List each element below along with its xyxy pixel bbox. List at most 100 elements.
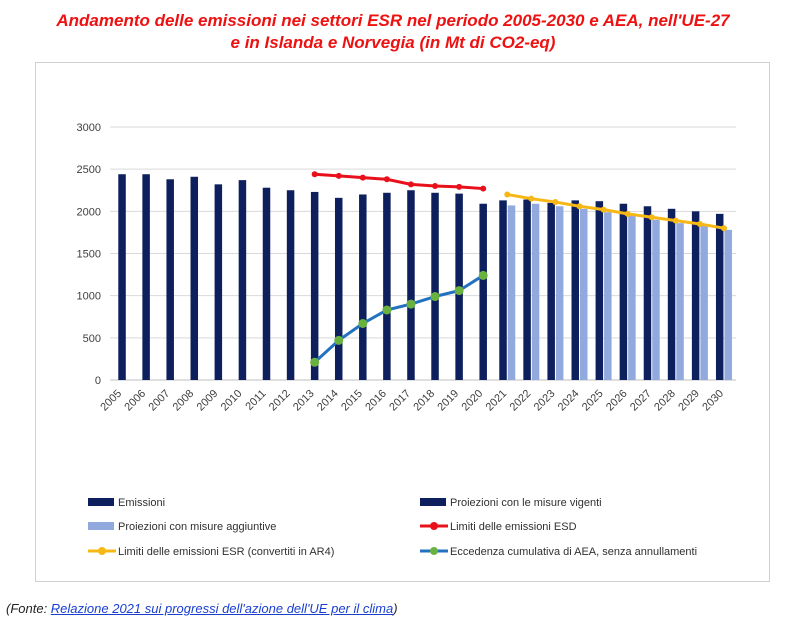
bar-emissioni [383, 192, 391, 380]
bar-proiezioni-aggiuntive [628, 214, 636, 380]
point-esr [720, 225, 727, 232]
legend-proiezioni-aggiuntive-swatch [88, 522, 114, 530]
bar-proiezioni-aggiuntive [724, 229, 732, 380]
bar-proiezioni-vigenti [547, 202, 555, 380]
bar-emissioni [286, 190, 295, 380]
x-tick-label: 2029 [676, 388, 702, 414]
bar-emissioni [166, 179, 174, 380]
bar-emissioni [238, 180, 247, 380]
x-tick-label: 2008 [171, 388, 197, 414]
x-tick-label: 2017 [387, 388, 413, 414]
source-note: (Fonte: Relazione 2021 sui progressi del… [6, 601, 398, 616]
bar-proiezioni-vigenti [691, 211, 700, 380]
legend-esd-marker [430, 522, 438, 530]
bar-emissioni [334, 197, 343, 380]
x-tick-label: 2005 [98, 388, 124, 414]
bar-proiezioni-vigenti [715, 213, 724, 380]
bar-proiezioni-aggiuntive [531, 203, 540, 380]
y-tick-label: 2000 [77, 206, 101, 218]
legend-proiezioni-vigenti-label: Proiezioni con le misure vigenti [450, 497, 602, 509]
bar-emissioni [407, 190, 415, 380]
bar-proiezioni-aggiuntive [580, 208, 588, 380]
x-tick-label: 2026 [604, 388, 630, 414]
bar-proiezioni-vigenti [595, 201, 604, 380]
bar-proiezioni-aggiuntive [555, 206, 564, 380]
legend-esr-label: Limiti delle emissioni ESR (convertiti i… [118, 546, 334, 558]
legend-emissioni: Emissioni [88, 497, 165, 509]
bar-proiezioni-vigenti [499, 200, 507, 380]
point-esr [576, 203, 583, 210]
chart-title-line1: Andamento delle emissioni nei settori ES… [56, 11, 730, 30]
bar-proiezioni-aggiuntive [676, 223, 684, 380]
legend-proiezioni-vigenti-swatch [420, 498, 446, 506]
x-tick-label: 2009 [195, 388, 221, 414]
x-tick-label: 2025 [580, 388, 606, 414]
point-eccedenza [478, 270, 488, 280]
bar-emissioni [214, 184, 223, 380]
x-tick-label: 2020 [460, 388, 486, 414]
y-tick-label: 1500 [77, 249, 101, 261]
x-tick-label: 2021 [484, 388, 510, 414]
x-tick-label: 2019 [435, 388, 461, 414]
y-tick-label: 0 [95, 375, 101, 387]
point-eccedenza [406, 299, 416, 309]
bar-proiezioni-vigenti [643, 206, 652, 380]
bar-emissioni [310, 191, 319, 380]
x-tick-label: 2010 [219, 388, 245, 414]
legend-eccedenza-marker [430, 547, 438, 555]
legend-esd-label: Limiti delle emissioni ESD [450, 521, 577, 533]
legend-esd: Limiti delle emissioni ESD [420, 521, 577, 533]
point-esr [504, 191, 511, 198]
x-tick-label: 2007 [147, 388, 173, 414]
bar-proiezioni-vigenti [523, 199, 531, 380]
bar-emissioni [118, 174, 126, 380]
point-esd [311, 171, 318, 178]
line-esd [313, 172, 485, 191]
source-link[interactable]: Relazione 2021 sui progressi dell'azione… [50, 601, 394, 616]
point-esd [456, 183, 463, 190]
point-esd [359, 174, 366, 181]
bar-emissioni [142, 174, 150, 380]
bar-proiezioni-vigenti [667, 208, 676, 380]
source-suffix: ) [393, 601, 398, 616]
chart-title: Andamento delle emissioni nei settori ES… [0, 10, 786, 54]
bar-proiezioni-aggiuntive [652, 219, 660, 380]
bar-emissioni [190, 176, 199, 380]
x-tick-label: 2023 [532, 388, 558, 414]
x-tick-label: 2015 [339, 388, 365, 414]
point-esr [528, 195, 535, 202]
legend-proiezioni-aggiuntive-label: Proiezioni con misure aggiuntive [118, 521, 276, 533]
point-eccedenza [310, 357, 320, 367]
x-tick-label: 2013 [291, 388, 317, 414]
source-prefix: (Fonte: [6, 601, 51, 616]
x-tick-label: 2030 [700, 388, 726, 414]
bar-emissioni [431, 192, 439, 380]
x-tick-label: 2027 [628, 388, 654, 414]
bar-emissioni [359, 194, 367, 380]
x-tick-label: 2028 [652, 388, 678, 414]
legend-eccedenza-label: Eccedenza cumulativa di AEA, senza annul… [450, 546, 697, 558]
legend-eccedenza: Eccedenza cumulativa di AEA, senza annul… [420, 546, 697, 558]
x-tick-label: 2016 [363, 388, 389, 414]
point-eccedenza [334, 335, 344, 345]
point-esd [383, 176, 390, 183]
x-tick-label: 2024 [556, 388, 582, 414]
x-tick-label: 2012 [267, 388, 293, 414]
point-esr [696, 220, 703, 227]
point-eccedenza [454, 286, 464, 296]
x-tick-label: 2018 [411, 388, 437, 414]
point-esd [335, 172, 342, 179]
point-eccedenza [358, 318, 368, 328]
y-tick-label: 1000 [77, 291, 101, 303]
legend-esr-marker [98, 547, 106, 555]
x-tick-label: 2011 [243, 388, 268, 413]
point-esr [672, 217, 679, 224]
bar-proiezioni-vigenti [571, 200, 579, 380]
bar-proiezioni-aggiuntive [700, 225, 708, 380]
point-esd [432, 183, 439, 190]
bar-emissioni [262, 187, 271, 380]
point-esr [648, 214, 655, 221]
point-esd [480, 185, 487, 192]
line-esr [505, 192, 726, 230]
y-tick-label: 3000 [77, 122, 101, 134]
